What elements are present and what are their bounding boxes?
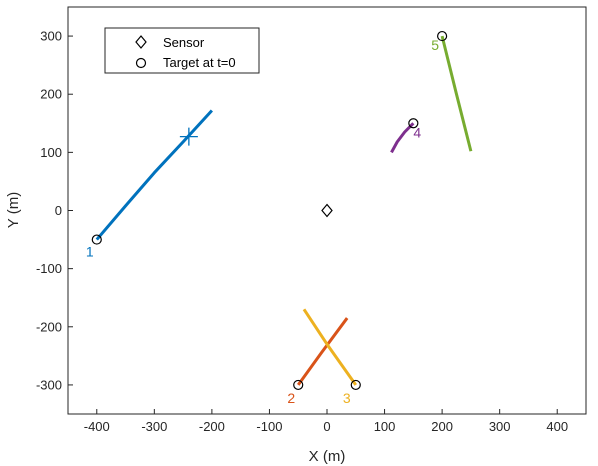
series-layer — [95, 35, 473, 386]
y-tick-label: 200 — [40, 87, 62, 102]
y-tick-label: -200 — [36, 319, 62, 334]
y-axis-label: Y (m) — [5, 192, 22, 228]
x-tick-label: 0 — [323, 419, 330, 434]
plus-marker-1 — [179, 127, 198, 146]
target-start-marker-5 — [437, 30, 448, 42]
y-tick-label: 100 — [40, 145, 62, 160]
y-tick-label: -100 — [36, 261, 62, 276]
x-tick-label: -300 — [141, 419, 167, 434]
target-start-marker-3 — [350, 379, 361, 391]
x-tick-label: 200 — [431, 419, 453, 434]
x-axis-ticks: -400 -300 -200 -100 0 100 200 300 400 — [84, 409, 568, 434]
legend-target-marker — [135, 57, 147, 69]
x-axis-label: X (m) — [309, 448, 346, 465]
target-start-marker-4 — [408, 118, 419, 129]
legend: Sensor Target at t=0 — [104, 27, 260, 74]
legend-box — [104, 27, 260, 74]
trajectory-5 — [440, 35, 473, 152]
target-label-5: 5 — [431, 37, 439, 53]
target-label-1: 1 — [86, 244, 94, 260]
sensor-marker — [321, 203, 333, 218]
target-label-3: 3 — [343, 390, 351, 406]
target-label-4: 4 — [413, 124, 421, 140]
y-tick-label: -300 — [36, 377, 62, 392]
trajectory-3 — [302, 308, 358, 386]
marker-layer: 1 2 3 4 5 — [86, 30, 448, 406]
legend-sensor-marker — [135, 35, 147, 49]
trajectory-4 — [390, 122, 415, 154]
x-tick-label: 400 — [546, 419, 568, 434]
x-tick-label: 300 — [489, 419, 511, 434]
trajectory-1 — [95, 109, 213, 241]
x-tick-label: -400 — [84, 419, 110, 434]
target-label-2: 2 — [287, 390, 295, 406]
y-tick-label: 300 — [40, 29, 62, 44]
target-start-marker-1 — [91, 234, 102, 245]
x-tick-label: -200 — [199, 419, 225, 434]
trajectory-2 — [297, 317, 349, 386]
y-axis-ticks: -300 -200 -100 0 100 200 300 — [36, 29, 73, 392]
legend-target-label: Target at t=0 — [163, 55, 236, 70]
x-tick-label: -100 — [256, 419, 282, 434]
target-start-marker-2 — [293, 379, 304, 391]
legend-sensor-label: Sensor — [163, 35, 205, 50]
x-tick-label: 100 — [374, 419, 396, 434]
y-tick-label: 0 — [55, 203, 62, 218]
